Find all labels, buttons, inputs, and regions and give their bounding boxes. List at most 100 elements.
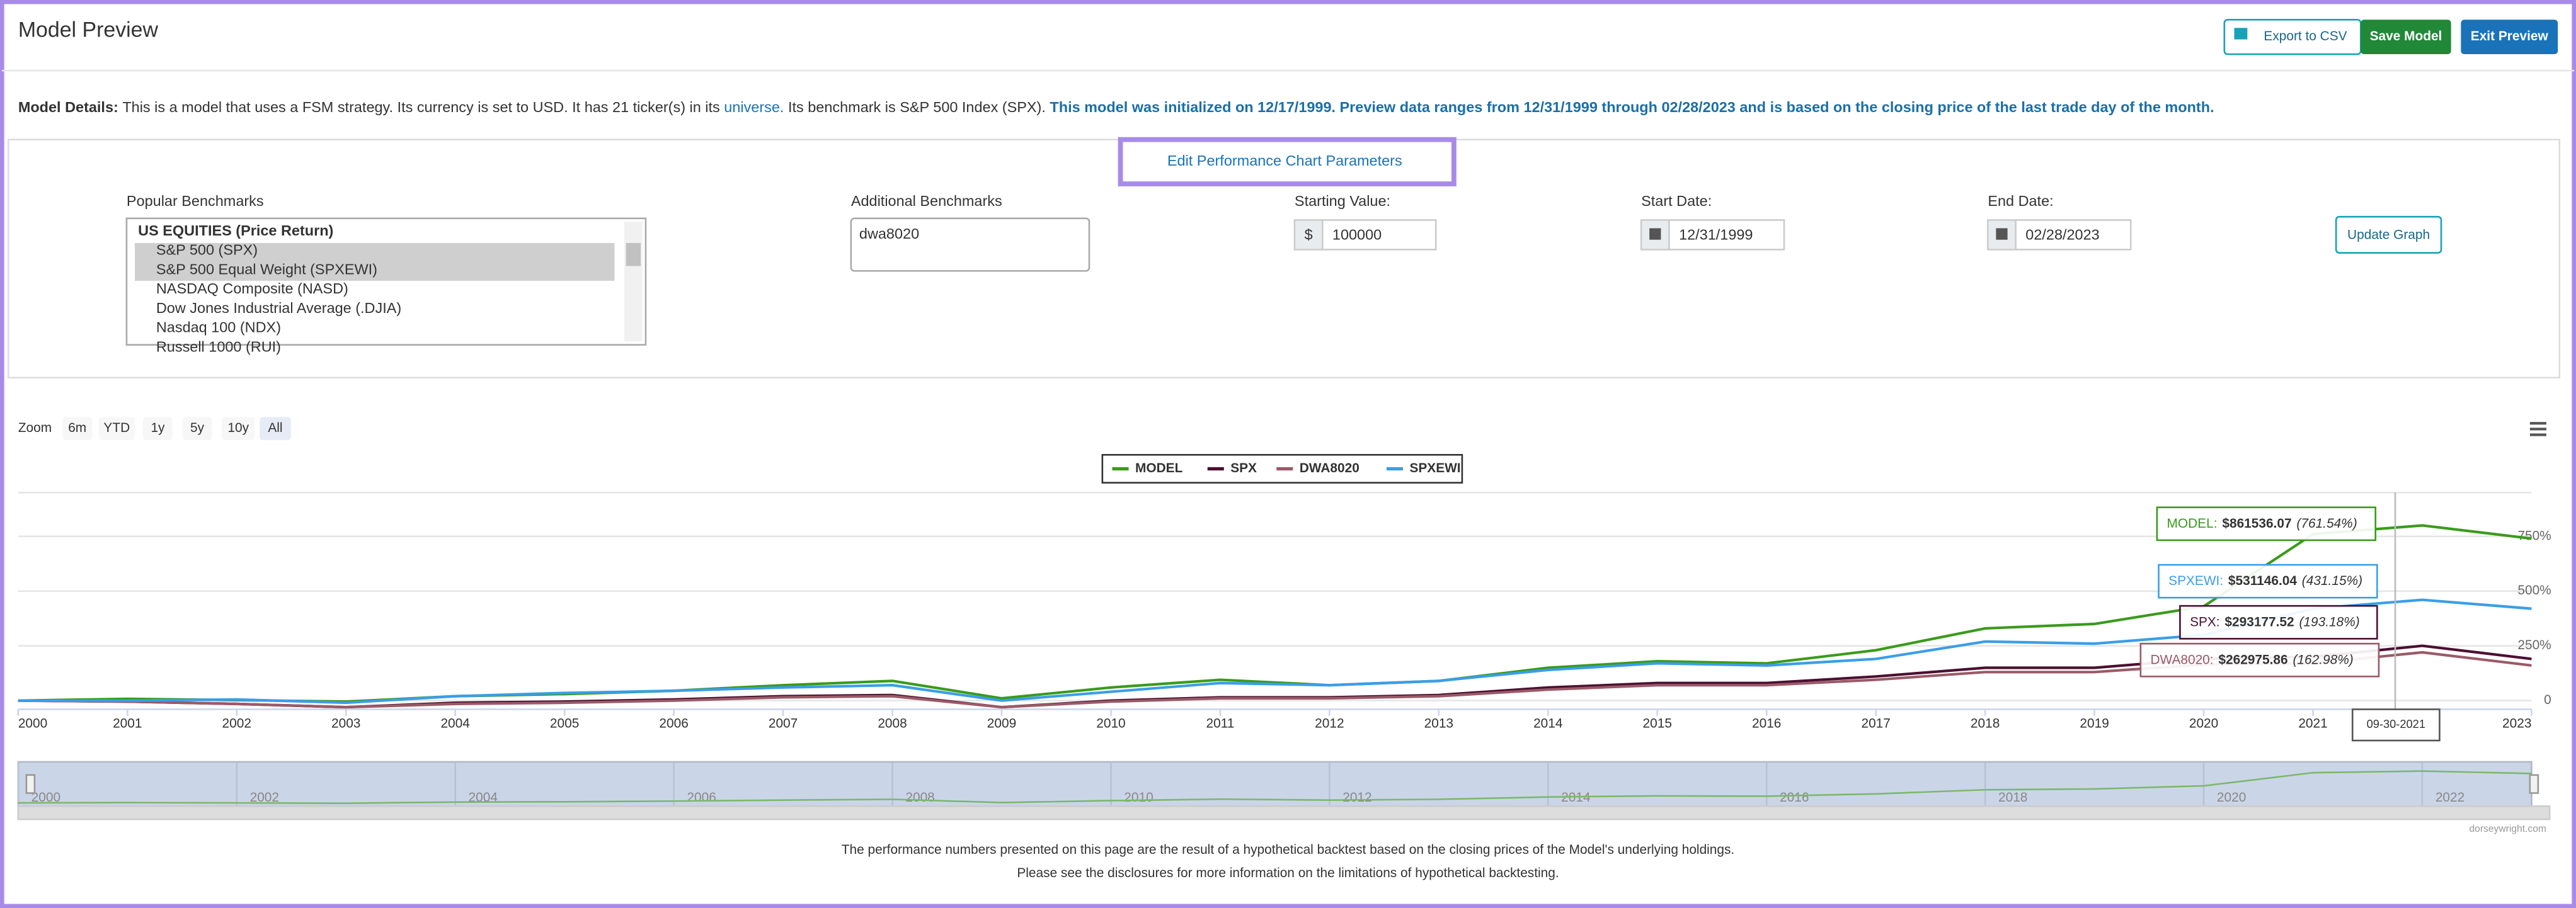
popular-listbox[interactable] xyxy=(125,217,647,346)
tooltip-name: SPXEWI: xyxy=(2168,574,2223,588)
details-highlight: This model was initialized on 12/17/1999… xyxy=(1050,99,2214,115)
x-tick-label: 2017 xyxy=(1861,716,1890,730)
tooltip-pct: (431.15%) xyxy=(2302,574,2362,588)
navigator-label: 2022 xyxy=(2436,790,2464,805)
tooltip-value: $262975.86 xyxy=(2218,652,2287,667)
credit: dorseywright.com xyxy=(2469,824,2546,834)
printer-icon xyxy=(2234,28,2248,40)
menu-icon[interactable] xyxy=(2529,422,2546,436)
y-tick-label: 0 xyxy=(2544,693,2551,707)
x-tick-label: 2000 xyxy=(18,716,47,730)
footer-line: The performance numbers presented on thi… xyxy=(842,843,1734,857)
navigator-label: 2008 xyxy=(905,790,934,805)
end-input[interactable] xyxy=(2015,219,2132,251)
start-value: 12/31/1999 xyxy=(1679,226,1753,242)
save-label: Save Model xyxy=(2370,29,2442,43)
navigator-handle[interactable] xyxy=(25,774,36,794)
scrollbar xyxy=(624,222,643,342)
x-tick-label: 2010 xyxy=(1096,716,1125,730)
tooltip-name: MODEL: xyxy=(2167,516,2218,530)
zoom-button[interactable] xyxy=(62,417,93,440)
x-tick-label: 2021 xyxy=(2298,716,2327,730)
legend-label: SPXEWI xyxy=(1409,461,1460,475)
y-tick-label: 500% xyxy=(2517,583,2551,598)
x-tick-label: 2001 xyxy=(113,716,142,730)
zoom-label: Zoom xyxy=(18,421,52,435)
series-line xyxy=(18,598,2532,705)
footer-line: Please see the disclosures for more info… xyxy=(1017,866,1559,880)
crosshair-box xyxy=(2351,708,2441,742)
option[interactable]: Nasdaq 100 (NDX) xyxy=(156,319,281,336)
option[interactable]: Dow Jones Industrial Average (.DJIA) xyxy=(156,300,401,316)
details-benchmark: Its benchmark is S&P 500 Index (SPX). xyxy=(788,99,1046,115)
x-tick-label: 2005 xyxy=(550,716,579,730)
legend-label: SPX xyxy=(1230,461,1257,475)
x-tick-label: 2002 xyxy=(222,716,251,730)
x-tick-label: 2013 xyxy=(1424,716,1453,730)
export-label: Export to CSV xyxy=(2264,29,2347,43)
option[interactable]: NASDAQ Composite (NASD) xyxy=(156,280,348,297)
zoom-button[interactable] xyxy=(182,417,212,440)
navigator-scrollbar[interactable] xyxy=(17,805,2551,820)
x-tick-label: 2012 xyxy=(1315,716,1344,730)
x-tick-label: 2009 xyxy=(987,716,1016,730)
x-tick-label: 2006 xyxy=(659,716,688,730)
x-tick-label: 2020 xyxy=(2189,716,2218,730)
option[interactable]: Russell 1000 (RUI) xyxy=(156,338,281,355)
navigator-label: 2016 xyxy=(1780,790,1809,805)
zoom-label: 1y xyxy=(151,421,165,435)
navigator-label: 2006 xyxy=(687,790,716,805)
details-label: Model Details: xyxy=(18,99,118,115)
option[interactable]: S&P 500 (SPX) xyxy=(156,242,258,258)
legend-label: DWA8020 xyxy=(1300,461,1360,475)
x-tick-label: 2019 xyxy=(2080,716,2109,730)
currency-addon xyxy=(1293,219,1324,251)
zoom-label: YTD xyxy=(103,421,130,435)
x-tick-label: 2008 xyxy=(878,716,907,730)
tooltip-value: $861536.07 xyxy=(2222,516,2291,530)
details-text: This is a model that uses a FSM strategy… xyxy=(122,99,719,115)
save-button[interactable] xyxy=(2361,20,2451,55)
tooltip-value: $293177.52 xyxy=(2224,615,2294,629)
tooltip-text: SPX: $293177.52 (193.18%) xyxy=(2190,615,2360,629)
update-button[interactable] xyxy=(2335,215,2442,254)
tooltip xyxy=(2158,564,2378,599)
y-tick-label: 250% xyxy=(2517,638,2551,652)
additional-label: Additional Benchmarks xyxy=(851,193,1002,209)
universe-link[interactable]: universe. xyxy=(724,99,784,115)
tooltip-pct: (162.98%) xyxy=(2293,652,2353,667)
crosshair-label: 09-30-2021 xyxy=(2367,717,2425,730)
tooltip-text: DWA8020: $262975.86 (162.98%) xyxy=(2150,652,2353,667)
tooltip xyxy=(2139,642,2380,678)
start-input[interactable] xyxy=(1668,219,1785,251)
tooltip xyxy=(2156,506,2377,542)
zoom-button[interactable] xyxy=(143,417,173,440)
zoom-button[interactable] xyxy=(222,417,255,440)
params-toggle-label: Edit Performance Chart Parameters xyxy=(1167,152,1402,169)
zoom-button[interactable] xyxy=(98,417,135,440)
details: Model Details: This is a model that uses… xyxy=(18,99,2214,115)
selected-options xyxy=(134,242,615,281)
exit-button[interactable] xyxy=(2461,20,2558,55)
tooltip-value: $531146.04 xyxy=(2228,574,2297,588)
update-label: Update Graph xyxy=(2347,228,2430,242)
page-title: Model Preview xyxy=(18,18,159,42)
tooltip xyxy=(2179,604,2378,640)
x-tick-label: 2016 xyxy=(1752,716,1781,730)
navigator-label: 2002 xyxy=(250,790,279,805)
tooltip-pct: (193.18%) xyxy=(2299,615,2359,629)
tooltip-text: SPXEWI: $531146.04 (431.15%) xyxy=(2168,574,2362,588)
navigator-handle[interactable] xyxy=(2529,774,2539,794)
scroll-thumb xyxy=(626,242,641,266)
starting-value: 100000 xyxy=(1332,226,1382,242)
additional-input[interactable] xyxy=(850,217,1091,272)
currency: $ xyxy=(1305,226,1313,242)
params-toggle[interactable] xyxy=(1118,137,1457,186)
zoom-button[interactable] xyxy=(260,417,291,440)
option[interactable]: S&P 500 Equal Weight (SPXEWI) xyxy=(156,261,377,277)
option[interactable]: US EQUITIES (Price Return) xyxy=(138,222,333,239)
calendar-icon xyxy=(1996,228,2008,240)
starting-input[interactable] xyxy=(1321,219,1437,251)
